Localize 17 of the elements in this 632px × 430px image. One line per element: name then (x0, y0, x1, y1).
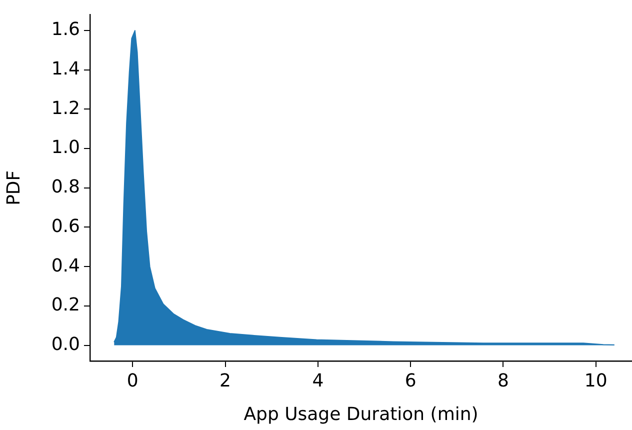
x-tick-label: 4 (312, 370, 324, 392)
y-tick-label: 0.0 (51, 334, 80, 355)
y-tick-label: 0.2 (51, 294, 80, 316)
x-tick-label: 8 (497, 370, 509, 392)
x-tick-label: 2 (220, 370, 231, 392)
y-tick-label: 1.4 (51, 58, 80, 80)
y-tick-label: 1.0 (51, 137, 80, 158)
x-tick-label: 6 (404, 370, 416, 392)
y-tick-label: 0.8 (51, 176, 80, 198)
x-tick-label: 10 (584, 370, 608, 392)
y-tick-label: 1.2 (51, 98, 80, 119)
y-tick-label: 0.6 (51, 216, 80, 237)
y-tick-label: 0.4 (51, 255, 80, 276)
x-axis-title: App Usage Duration (min) (244, 404, 478, 425)
y-axis-title: PDF (3, 170, 24, 206)
x-tick-label: 0 (126, 370, 138, 392)
y-tick-label: 1.6 (51, 19, 80, 40)
